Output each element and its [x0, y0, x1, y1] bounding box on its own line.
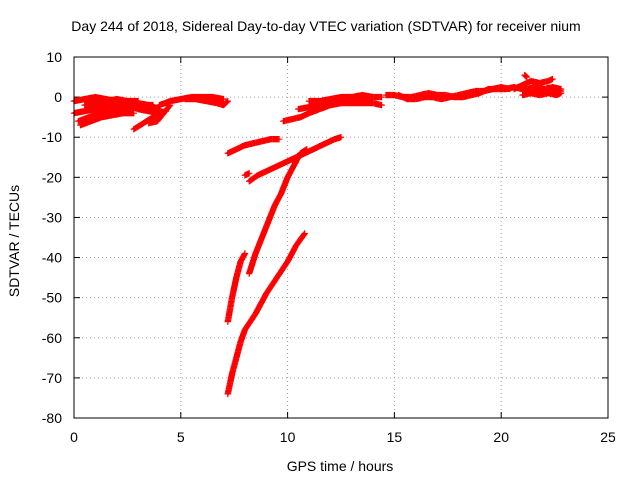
- series-track-15: [224, 230, 308, 398]
- y-tick-label: -80: [42, 410, 62, 426]
- series-track-13: [246, 146, 310, 277]
- y-tick-label: -50: [42, 290, 62, 306]
- y-tick-label: -60: [42, 330, 62, 346]
- data-point-markers: [521, 71, 530, 81]
- data-point-markers: [181, 95, 231, 109]
- y-tick-label: -30: [42, 209, 62, 225]
- series-track-25: [521, 71, 530, 81]
- series-track-23: [519, 89, 565, 99]
- data-point-markers: [305, 91, 377, 105]
- data-point-markers: [295, 99, 385, 113]
- data-point-markers: [241, 170, 253, 179]
- y-tick-label: -10: [42, 129, 62, 145]
- chart-title: Day 244 of 2018, Sidereal Day-to-day VTE…: [71, 18, 580, 34]
- series-track-10: [224, 136, 283, 157]
- series-track-05: [81, 95, 142, 109]
- x-tick-label: 0: [70, 429, 78, 445]
- y-tick-label: 10: [46, 49, 62, 65]
- series-track-24: [515, 83, 565, 93]
- series-track-09: [181, 95, 231, 109]
- data-point-markers: [145, 101, 174, 127]
- x-tick-label: 10: [280, 429, 296, 445]
- data-point-markers: [75, 101, 157, 125]
- data-point-markers: [224, 250, 249, 325]
- series-track-07: [145, 101, 174, 127]
- y-tick-label: -20: [42, 169, 62, 185]
- data-point-markers: [515, 83, 565, 93]
- x-tick-label: 5: [177, 429, 185, 445]
- series-track-04: [77, 110, 137, 129]
- tick-labels: 0 5 10 15 20 25 10 0 -10 -20 -30 -40 -50 -60 -70 -80: [42, 49, 616, 445]
- data-series: [70, 71, 565, 398]
- series-track-14: [224, 250, 249, 325]
- y-axis-label: SDTVAR / TECUs: [6, 185, 22, 297]
- x-tick-label: 15: [387, 429, 403, 445]
- data-point-markers: [81, 95, 142, 109]
- series-track-17: [295, 99, 385, 113]
- x-tick-label: 25: [600, 429, 616, 445]
- x-axis-label: GPS time / hours: [287, 458, 394, 474]
- data-point-markers: [246, 146, 310, 277]
- y-tick-label: -40: [42, 250, 62, 266]
- data-point-markers: [395, 83, 513, 103]
- x-tick-label: 20: [493, 429, 509, 445]
- series-track-03: [75, 101, 157, 125]
- data-point-markers: [519, 89, 565, 99]
- plot-frame: [73, 56, 609, 419]
- y-tick-label: 0: [54, 89, 62, 105]
- grid-lines: [74, 57, 608, 418]
- series-track-11: [241, 170, 253, 179]
- y-tick-label: -70: [42, 370, 62, 386]
- series-track-18: [305, 91, 377, 105]
- data-point-markers: [77, 110, 137, 129]
- data-point-markers: [224, 136, 283, 157]
- data-point-markers: [224, 230, 308, 398]
- series-track-20: [395, 83, 513, 103]
